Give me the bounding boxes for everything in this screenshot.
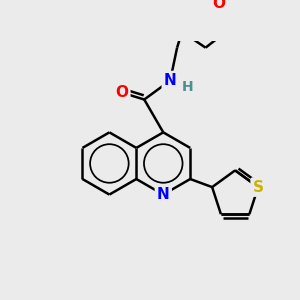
- Text: O: O: [212, 0, 225, 11]
- Text: H: H: [182, 80, 193, 94]
- Text: N: N: [157, 187, 169, 202]
- Text: N: N: [164, 73, 177, 88]
- Text: S: S: [253, 180, 264, 195]
- Text: O: O: [115, 85, 128, 100]
